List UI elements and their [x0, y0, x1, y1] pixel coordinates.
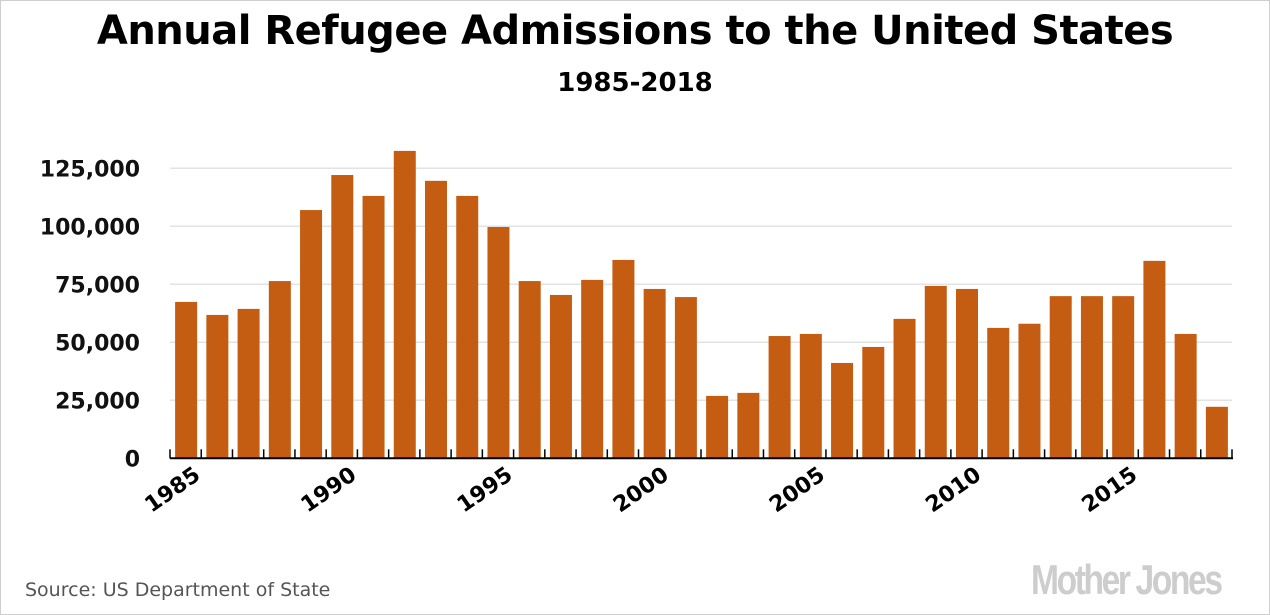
y-tick-label: 25,000: [55, 389, 140, 414]
chart-subtitle: 1985-2018: [557, 68, 713, 98]
bar-1998: 1998: 76900: [581, 279, 604, 459]
bar-1995: 1995: 99700: [487, 226, 510, 459]
bar-1988: 1988: 76400: [268, 281, 291, 459]
bar-2016: 2016: 85100: [1143, 260, 1166, 459]
bars: 1985: 67400 1986: 61800 1987: 64400 1988: 7…: [175, 150, 1228, 459]
bar-2006: 2006: 41100: [831, 362, 854, 459]
bar-1994: 1994: 113100: [456, 195, 479, 459]
bar-2005: 2005: 53600: [799, 333, 822, 459]
x-tick-label: 2010: [921, 462, 985, 518]
x-tick-label: 2000: [609, 462, 673, 518]
bar-1996: 1996: 76400: [518, 281, 541, 459]
chart-title: Annual Refugee Admissions to the United …: [96, 8, 1174, 54]
y-tick-label: 75,000: [55, 273, 140, 298]
bar-2012: 2012: 58000: [1018, 323, 1041, 459]
x-axis-tick-labels: 1985 1990 1995 2000 2005 2010 2015: [141, 462, 1143, 518]
x-axis: [169, 449, 1233, 460]
bar-1989: 1989: 107000: [300, 210, 323, 459]
bar-1997: 1997: 70400: [549, 294, 572, 459]
bar-2004: 2004: 52700: [768, 336, 791, 459]
bar-2018: 2018: 22200: [1205, 406, 1228, 459]
bar-2002: 2002: 26900: [706, 395, 729, 459]
bar-1990: 1990: 122100: [331, 175, 354, 459]
bar-1999: 1999: 85500: [612, 259, 635, 459]
bar-2010: 2010: 73000: [956, 288, 978, 459]
bar-1991: 1991: 113100: [362, 195, 385, 459]
bar-2013: 2013: 69900: [1049, 296, 1072, 459]
x-tick-label: 2015: [1078, 462, 1142, 518]
bar-1992: 1992: 132500: [393, 150, 416, 459]
bar-1985: 1985: 67400: [175, 301, 198, 459]
bar-1986: 1986: 61800: [206, 314, 229, 459]
y-tick-label: 100,000: [40, 215, 140, 240]
bar-2011: 2011: 56200: [987, 327, 1010, 459]
mother-jones-logo: Mother Jones: [1031, 556, 1223, 603]
bar-2008: 2008: 60100: [893, 318, 916, 459]
bar-2014: 2014: 69900: [1080, 296, 1103, 459]
x-tick-label: 2005: [765, 462, 829, 518]
bar-2000: 2000: 73000: [643, 288, 666, 459]
gridlines: [170, 167, 1232, 402]
bar-2007: 2007: 48000: [862, 346, 885, 459]
y-tick-label: 50,000: [55, 331, 140, 356]
bar-2003: 2003: 28200: [737, 392, 760, 459]
x-tick-label: 1995: [453, 462, 517, 518]
bar-1987: 1987: 64400: [237, 308, 260, 459]
y-axis-tick-labels: 0 25,000 50,000 75,000 100,000 125,000: [40, 157, 140, 472]
bar-2009: 2009: 74300: [924, 285, 947, 459]
bar-2017: 2017: 53600: [1174, 333, 1197, 459]
bar-2015: 2015: 69900: [1112, 296, 1135, 459]
bar-1993: 1993: 119600: [425, 180, 447, 459]
y-tick-label: 125,000: [40, 157, 140, 182]
x-tick-label: 1990: [297, 462, 361, 518]
bar-2001: 2001: 69500: [674, 297, 697, 459]
x-tick-label: 1985: [141, 462, 205, 518]
y-tick-label: 0: [125, 447, 140, 472]
source-note: Source: US Department of State: [25, 579, 331, 601]
